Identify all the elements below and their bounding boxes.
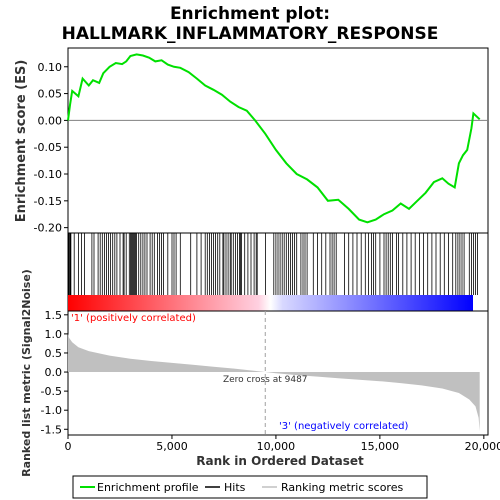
metric-y-tick-label: -1.0 bbox=[41, 404, 62, 417]
es-y-tick-label: 0.00 bbox=[38, 114, 63, 127]
chart-title-line1: Enrichment plot: bbox=[170, 4, 330, 24]
es-y-tick-label: 0.05 bbox=[38, 88, 63, 101]
es-y-tick-label: 0.10 bbox=[38, 61, 63, 74]
metric-y-axis: 1.5 1.0 0.5 0.0 -0.5 -1.0 -1.5 bbox=[41, 309, 68, 436]
x-tick-label: 0 bbox=[65, 440, 72, 453]
x-tick-label: 20,000 bbox=[465, 440, 500, 453]
negative-correlation-label: '3' (negatively correlated) bbox=[279, 421, 408, 432]
es-y-axis-label: Enrichment score (ES) bbox=[14, 60, 29, 223]
zero-cross-label: Zero cross at 9487 bbox=[223, 375, 308, 385]
x-tick-label: 5,000 bbox=[156, 440, 188, 453]
hits-marks bbox=[68, 233, 479, 295]
es-y-tick-label: -0.15 bbox=[34, 195, 62, 208]
ranking-metric-area bbox=[68, 333, 480, 432]
x-tick-label: 15,000 bbox=[361, 440, 400, 453]
metric-y-tick-label: 1.0 bbox=[45, 328, 63, 341]
legend-label-hits: Hits bbox=[224, 481, 246, 494]
metric-y-axis-label: Ranked list metric (Signal2Noise) bbox=[20, 269, 33, 477]
es-y-tick-label: -0.10 bbox=[34, 168, 62, 181]
x-axis-label: Rank in Ordered Dataset bbox=[196, 454, 364, 468]
legend-label-enrichment: Enrichment profile bbox=[97, 481, 199, 494]
x-axis: 0 5,000 10,000 15,000 20,000 bbox=[65, 435, 500, 453]
es-panel-frame bbox=[67, 47, 489, 234]
x-tick-label: 10,000 bbox=[257, 440, 296, 453]
es-y-axis: 0.10 0.05 0.00 -0.05 -0.10 -0.15 -0.20 bbox=[34, 61, 68, 235]
metric-y-tick-label: -0.5 bbox=[41, 385, 62, 398]
metric-y-tick-label: 1.5 bbox=[45, 309, 63, 322]
metric-y-tick-label: 0.0 bbox=[45, 366, 63, 379]
positive-correlation-label: '1' (positively correlated) bbox=[71, 313, 196, 324]
es-y-tick-label: -0.20 bbox=[34, 222, 62, 235]
metric-y-tick-label: 0.5 bbox=[45, 347, 63, 360]
es-y-tick-label: -0.05 bbox=[34, 141, 62, 154]
metric-y-tick-label: -1.5 bbox=[41, 423, 62, 436]
legend-label-metric: Ranking metric scores bbox=[281, 481, 403, 494]
enrichment-profile-line bbox=[67, 53, 481, 224]
rank-gradient-bar bbox=[68, 295, 473, 311]
chart-title-line2: HALLMARK_INFLAMMATORY_RESPONSE bbox=[62, 24, 439, 44]
legend-box bbox=[72, 475, 428, 499]
